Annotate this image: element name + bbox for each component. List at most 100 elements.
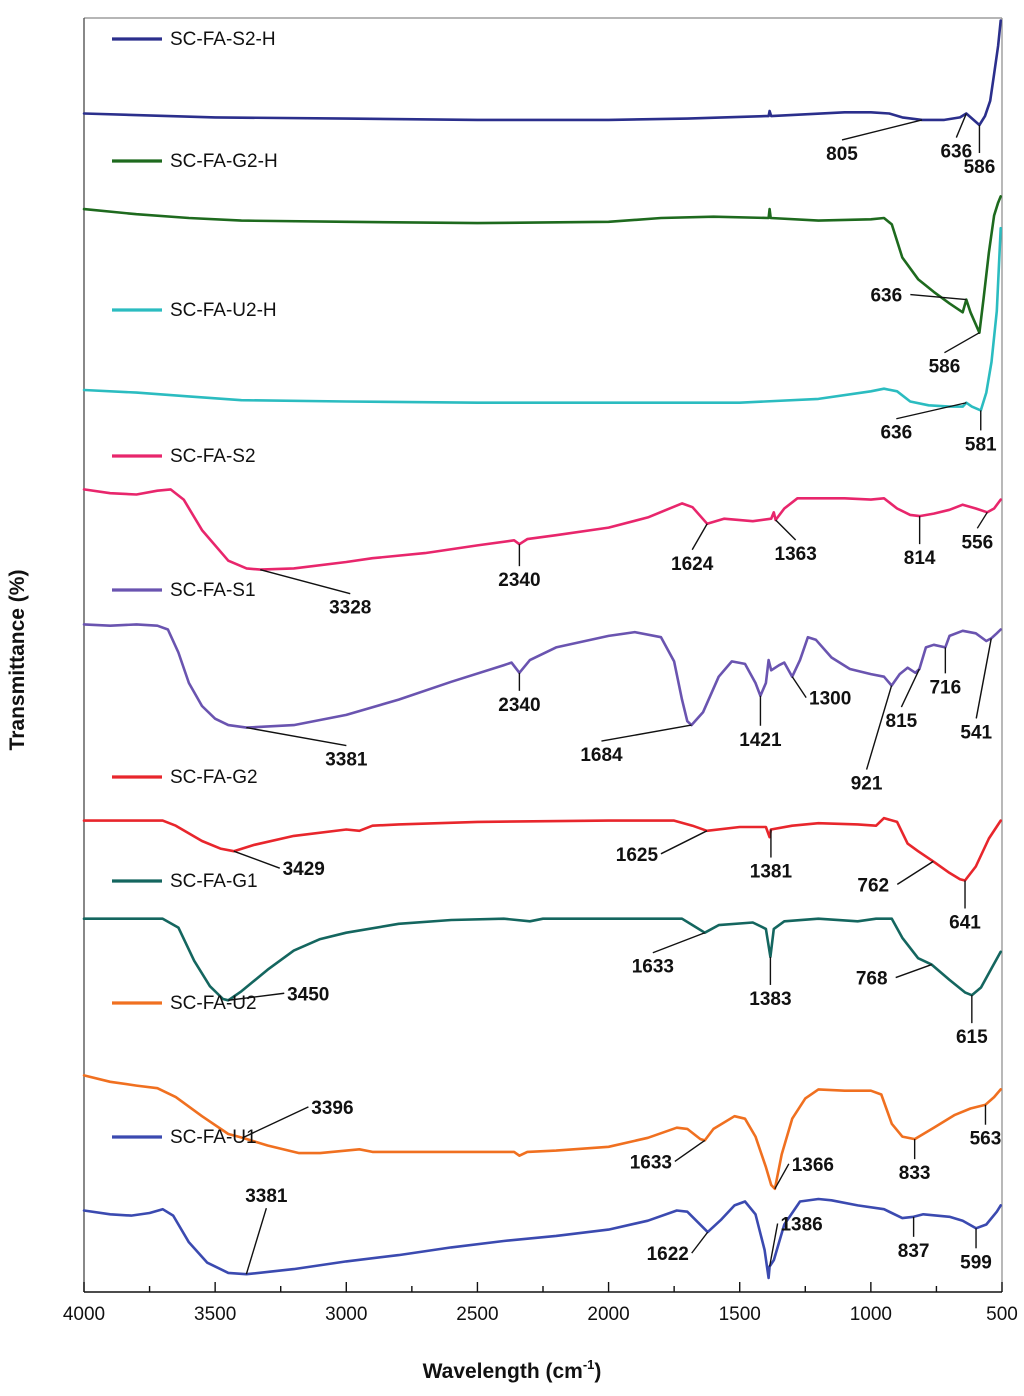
peak-annotation: 921	[851, 685, 893, 795]
series-line-sc-fa-u2-h	[82, 226, 1002, 412]
legend-item: SC-FA-S1	[112, 580, 256, 601]
legend-label: SC-FA-S2	[170, 446, 256, 467]
plot-frame	[83, 17, 1003, 1292]
legend-item: SC-FA-U2-H	[112, 300, 277, 321]
annotation-label: 2340	[498, 695, 540, 716]
peak-annotation: 2340	[498, 672, 541, 716]
peak-annotation: 1381	[750, 829, 793, 883]
annotation-label: 1383	[749, 989, 791, 1010]
peak-annotation: 636	[870, 286, 967, 307]
annotation-label: 3381	[245, 1186, 288, 1207]
annotation-label: 815	[886, 711, 918, 732]
annotation-leader	[955, 113, 967, 138]
peak-annotation: 615	[956, 995, 988, 1048]
annotation-leader	[944, 332, 980, 354]
annotation-leader	[242, 1106, 309, 1139]
annotation-leader	[246, 726, 347, 747]
x-axis-title: Wavelength (cm-1)	[423, 1357, 602, 1383]
x-tick-label: 500	[986, 1304, 1018, 1325]
series-line-sc-fa-g2	[82, 816, 1002, 882]
annotation-label: 768	[856, 969, 888, 990]
peak-annotation: 1363	[775, 519, 817, 565]
legend-item: SC-FA-G2	[112, 767, 258, 788]
x-tick-label: 2500	[456, 1304, 498, 1325]
annotation-label: 1622	[647, 1244, 689, 1265]
y-axis-title: Transmittance (%)	[6, 570, 29, 751]
annotation-label: 556	[961, 532, 993, 553]
legend-item: SC-FA-G1	[112, 871, 258, 892]
legend-label: SC-FA-S1	[170, 580, 256, 601]
annotation-label: 805	[826, 144, 858, 165]
legend-item: SC-FA-G2-H	[112, 151, 278, 172]
peak-annotation: 563	[970, 1104, 1001, 1150]
annotation-label: 636	[940, 142, 972, 163]
annotation-label: 716	[929, 677, 961, 698]
series-line-sc-fa-u1	[82, 1197, 1002, 1280]
peak-annotation: 586	[964, 125, 995, 178]
peak-annotation: 3381	[245, 1186, 288, 1275]
annotation-leader	[233, 850, 281, 869]
annotation-label: 837	[898, 1241, 930, 1262]
x-axis-title-close: )	[594, 1360, 601, 1383]
series-line-sc-fa-s2	[82, 488, 1002, 571]
annotation-leader	[896, 402, 967, 420]
annotation-leader	[975, 638, 992, 719]
annotation-leader	[774, 1163, 790, 1190]
peak-annotation: 1386	[768, 1215, 823, 1267]
legend-item: SC-FA-U2	[112, 993, 257, 1014]
annotation-leader	[976, 511, 988, 529]
peak-annotation: 833	[899, 1139, 931, 1184]
annotation-leader	[691, 1231, 709, 1254]
annotation-label: 3396	[311, 1098, 353, 1119]
peak-annotation: 541	[960, 638, 993, 743]
annotation-label: 1633	[630, 1152, 672, 1173]
series-line-sc-fa-u2	[82, 1074, 1002, 1191]
annotation-label: 3328	[329, 598, 371, 619]
peak-annotation: 1383	[749, 956, 792, 1010]
annotation-label: 599	[960, 1252, 992, 1273]
peak-annotation: 3429	[233, 850, 325, 880]
peak-annotation: 636	[940, 113, 972, 163]
annotation-label: 3429	[283, 859, 325, 880]
peak-annotation: 581	[965, 410, 997, 455]
annotation-label: 1381	[750, 862, 793, 883]
annotation-label: 1633	[632, 957, 674, 978]
peak-annotation: 3450	[228, 984, 329, 1005]
annotation-label: 762	[857, 875, 889, 896]
annotation-label: 833	[899, 1163, 931, 1184]
annotation-leader	[841, 119, 923, 141]
annotation-leader	[895, 963, 932, 979]
series-layer	[82, 19, 1002, 1280]
legend-label: SC-FA-U2	[170, 993, 257, 1014]
annotation-leader	[660, 830, 708, 855]
peak-annotation: 1300	[791, 676, 851, 710]
peak-annotation: 762	[857, 860, 934, 896]
x-tick-label: 4000	[63, 1304, 105, 1325]
annotation-label: 3450	[287, 984, 329, 1005]
annotation-label: 1386	[780, 1215, 822, 1236]
annotation-label: 1625	[616, 845, 659, 866]
peak-annotation: 586	[929, 332, 980, 378]
annotation-label: 636	[880, 423, 912, 444]
series-line-sc-fa-g2-h	[82, 195, 1002, 334]
annotation-leader	[260, 568, 351, 595]
annotation-label: 615	[956, 1027, 988, 1048]
peak-annotation: 805	[826, 119, 923, 165]
annotation-leader	[791, 676, 807, 699]
annotation-leader	[775, 519, 797, 541]
annotation-label: 814	[904, 548, 936, 569]
x-axis: 4000 3500 3000 2500 2000 1500 1000 500	[63, 1282, 1018, 1325]
annotation-leader	[601, 724, 692, 742]
peak-annotation: 814	[904, 516, 936, 569]
legend-label: SC-FA-G2	[170, 767, 258, 788]
annotation-leader	[652, 932, 706, 954]
peak-annotation: 1633	[630, 1139, 706, 1173]
peak-annotation: 716	[929, 647, 961, 698]
series-line-sc-fa-s1	[82, 623, 1002, 729]
legend: SC-FA-S2-H SC-FA-G2-H SC-FA-U2-H SC-FA-S2 SC…	[112, 29, 278, 1148]
x-tick-label: 3500	[194, 1304, 236, 1325]
x-tick-label: 3000	[325, 1304, 367, 1325]
annotation-leader	[768, 1223, 779, 1267]
annotation-leader	[865, 685, 893, 770]
series-line-sc-fa-s2-h	[82, 19, 1002, 127]
